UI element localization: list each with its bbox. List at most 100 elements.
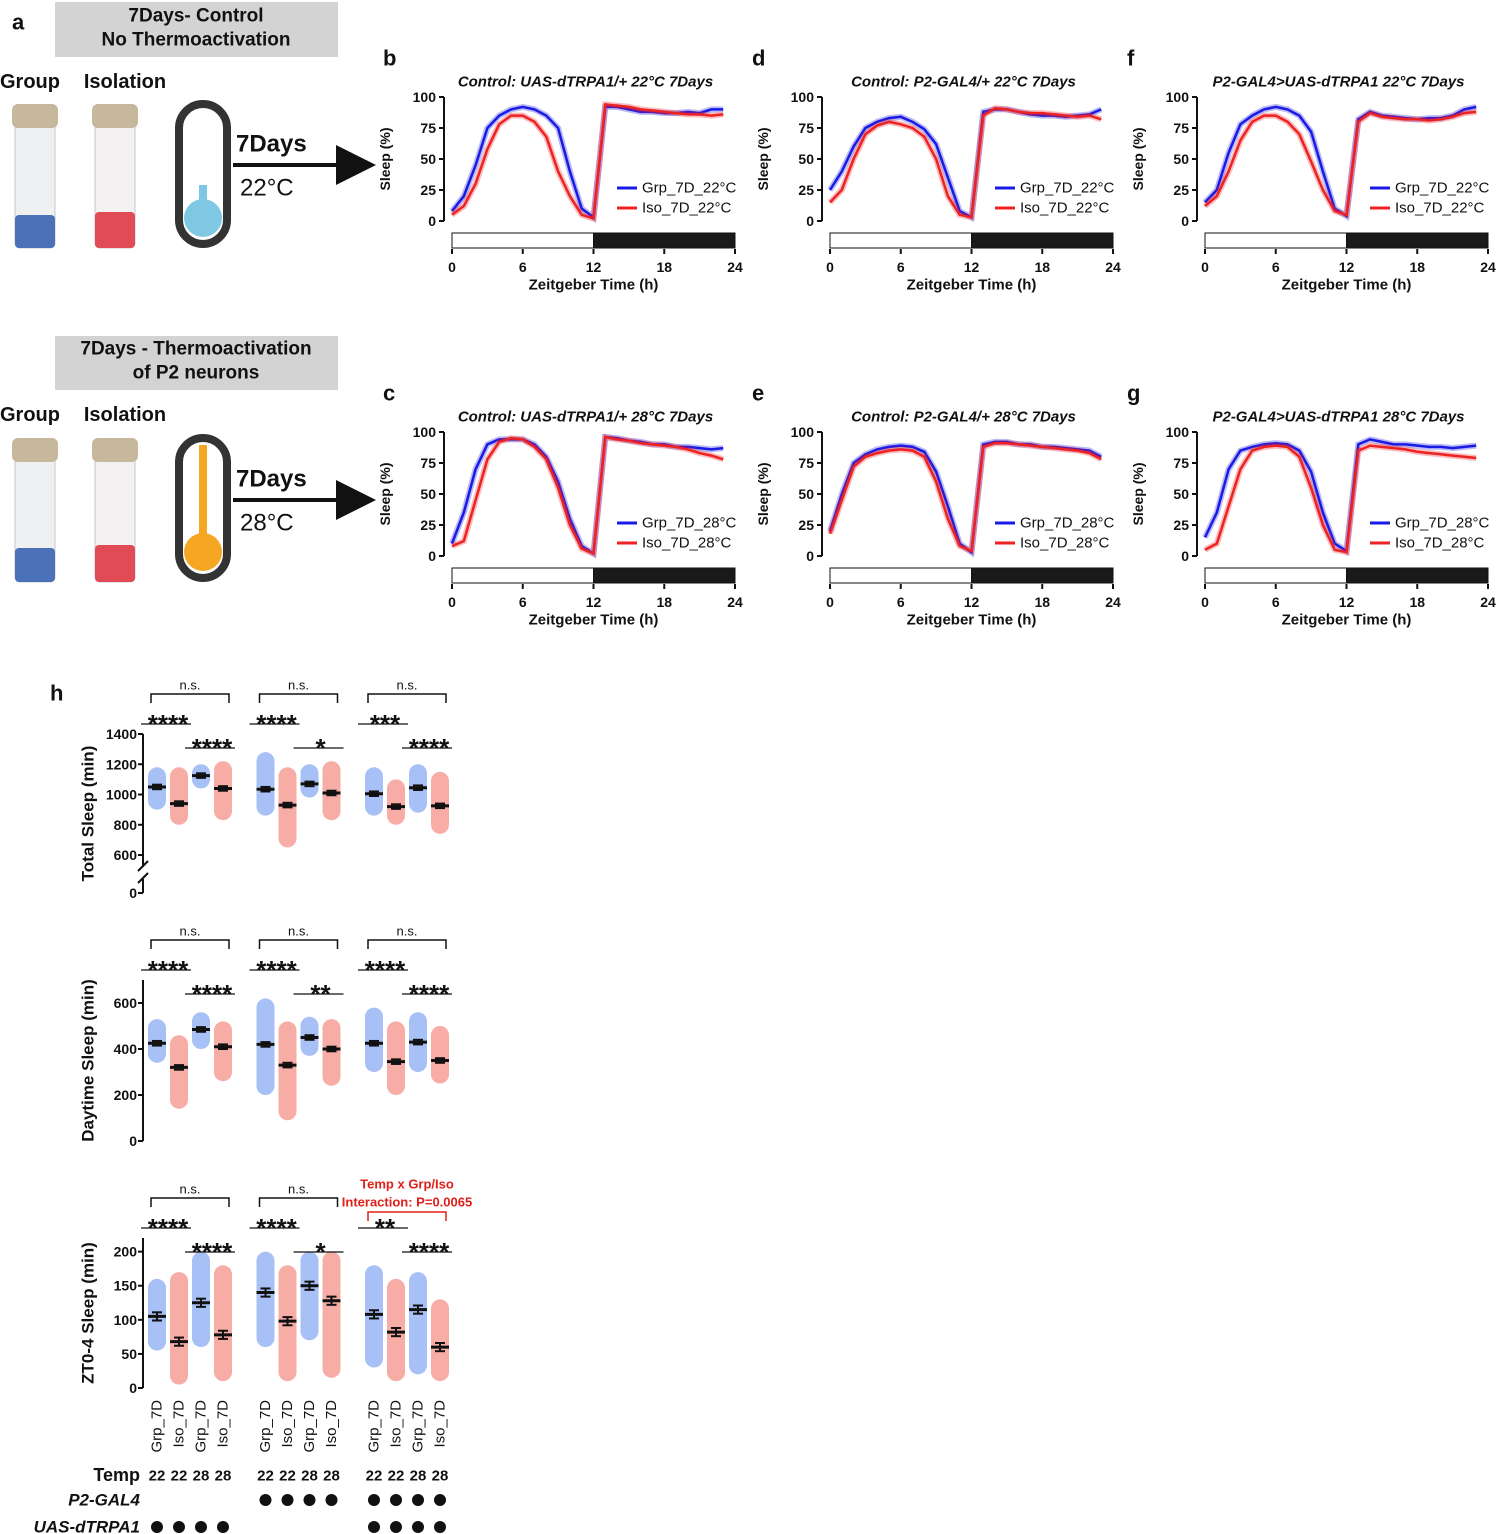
y-axis-label: Sleep (%) — [755, 462, 771, 525]
temp-value: 22 — [257, 1468, 274, 1485]
x-tick-label: 0 — [826, 594, 834, 610]
duration: 7Days — [236, 131, 307, 158]
x-axis-label: Zeitgeber Time (h) — [529, 277, 659, 294]
y-tick-label: 0 — [129, 1380, 137, 1396]
x-tick-label: 24 — [1105, 259, 1121, 275]
y-tick-label: 1400 — [106, 726, 137, 742]
x-axis-label: Zeitgeber Time (h) — [907, 277, 1037, 294]
genotype-dot — [281, 1494, 294, 1506]
significance-stars: **** — [409, 733, 450, 763]
y-tick-label: 600 — [114, 995, 138, 1011]
x-tick-label: Iso_7D — [323, 1400, 340, 1448]
x-tick-label: 6 — [897, 259, 905, 275]
x-tick-label: Grp_7D — [301, 1400, 318, 1453]
x-tick-label: 12 — [964, 259, 980, 275]
legend-label: Grp_7D_22°C — [1020, 180, 1115, 197]
thermometer-column — [199, 185, 207, 205]
y-tick-label: 50 — [420, 486, 436, 502]
y-tick-label: 75 — [798, 120, 814, 136]
genotype-dot — [368, 1521, 380, 1533]
x-tick-label: 12 — [586, 259, 602, 275]
x-tick-label: 0 — [448, 594, 456, 610]
x-tick-label: 18 — [1034, 259, 1050, 275]
annotation: n.s. — [397, 678, 418, 693]
annotation: n.s. — [180, 1182, 201, 1197]
bracket — [367, 1211, 447, 1221]
x-tick-label: 18 — [1409, 259, 1425, 275]
x-tick-label: 18 — [656, 594, 672, 610]
x-tick-label: Iso_7D — [215, 1400, 232, 1448]
legend-label: Grp_7D_28°C — [1020, 515, 1115, 532]
legend-label: Iso_7D_22°C — [642, 200, 732, 217]
series-line — [828, 441, 1102, 553]
x-tick-label: Iso_7D — [432, 1400, 449, 1448]
data-spread — [300, 1251, 319, 1341]
y-tick-label: 200 — [114, 1087, 138, 1103]
significance-stars: **** — [148, 1213, 189, 1243]
y-tick-label: 0 — [129, 885, 137, 901]
dark-period — [1346, 232, 1489, 249]
genotype-dot — [217, 1521, 229, 1533]
y-tick-label: 75 — [1173, 120, 1189, 136]
y-tick-label: 25 — [798, 182, 814, 198]
significance-stars: **** — [256, 709, 297, 739]
data-spread — [278, 1021, 297, 1121]
panel-label: g — [1127, 381, 1140, 406]
temp-value: 22 — [171, 1468, 188, 1485]
genotype-dot — [368, 1494, 380, 1506]
genotype-dot — [195, 1521, 207, 1533]
x-tick-label: 6 — [897, 594, 905, 610]
data-spread — [256, 752, 275, 816]
x-tick-label: 6 — [1272, 259, 1280, 275]
data-spread — [322, 1019, 341, 1086]
temp-value: 28 — [323, 1468, 340, 1485]
y-tick-label: 50 — [121, 1346, 137, 1362]
x-tick-label: 18 — [656, 259, 672, 275]
series-line — [451, 103, 724, 221]
genotype-dot — [390, 1521, 402, 1533]
series-line — [1203, 438, 1477, 554]
header-text: No Thermoactivation — [102, 30, 291, 51]
panel-label: a — [12, 10, 25, 35]
y-tick-label: 25 — [420, 182, 436, 198]
y-tick-label: 600 — [114, 847, 138, 863]
x-axis-label: Zeitgeber Time (h) — [907, 612, 1037, 629]
x-tick-label: 24 — [1480, 594, 1496, 610]
duration: 7Days — [236, 466, 307, 493]
chart-title: P2-GAL4>UAS-dTRPA1 28°C 7Days — [1212, 409, 1464, 426]
y-tick-label: 100 — [413, 89, 437, 105]
annotation: n.s. — [288, 1182, 309, 1197]
panel-label: e — [752, 381, 764, 406]
group-label: Group — [0, 404, 60, 426]
significance-stars: *** — [370, 709, 401, 739]
x-tick-label: Grp_7D — [410, 1400, 427, 1453]
data-spread — [256, 1251, 275, 1348]
genotype-dot — [325, 1494, 338, 1506]
panel-label: b — [383, 46, 396, 71]
y-tick-label: 50 — [420, 151, 436, 167]
x-tick-label: Grp_7D — [257, 1400, 274, 1453]
y-axis-label: Sleep (%) — [377, 462, 393, 525]
y-tick-label: 100 — [791, 89, 815, 105]
x-axis-label: Zeitgeber Time (h) — [1282, 277, 1412, 294]
significance-stars: **** — [365, 955, 406, 985]
legend-label: Iso_7D_22°C — [1395, 200, 1485, 217]
y-tick-label: 25 — [420, 517, 436, 533]
light-period — [1204, 232, 1347, 249]
x-tick-label: Grp_7D — [149, 1400, 166, 1453]
significance-stars: **** — [409, 1237, 450, 1267]
significance-stars: ** — [375, 1213, 396, 1243]
x-tick-label: Grp_7D — [366, 1400, 383, 1453]
temp-value: 28 — [410, 1468, 427, 1485]
temp-value: 28 — [301, 1468, 318, 1485]
data-spread — [170, 1272, 188, 1385]
data-spread — [409, 1272, 427, 1375]
annotation: n.s. — [397, 924, 418, 939]
annotation: Interaction: P=0.0065 — [342, 1195, 472, 1210]
temp-value: 22 — [388, 1468, 405, 1485]
bracket — [258, 939, 339, 949]
y-tick-label: 200 — [114, 1244, 138, 1260]
legend-label: Grp_7D_28°C — [642, 515, 737, 532]
temperature: 28°C — [240, 510, 294, 537]
data-spread — [365, 1007, 383, 1072]
